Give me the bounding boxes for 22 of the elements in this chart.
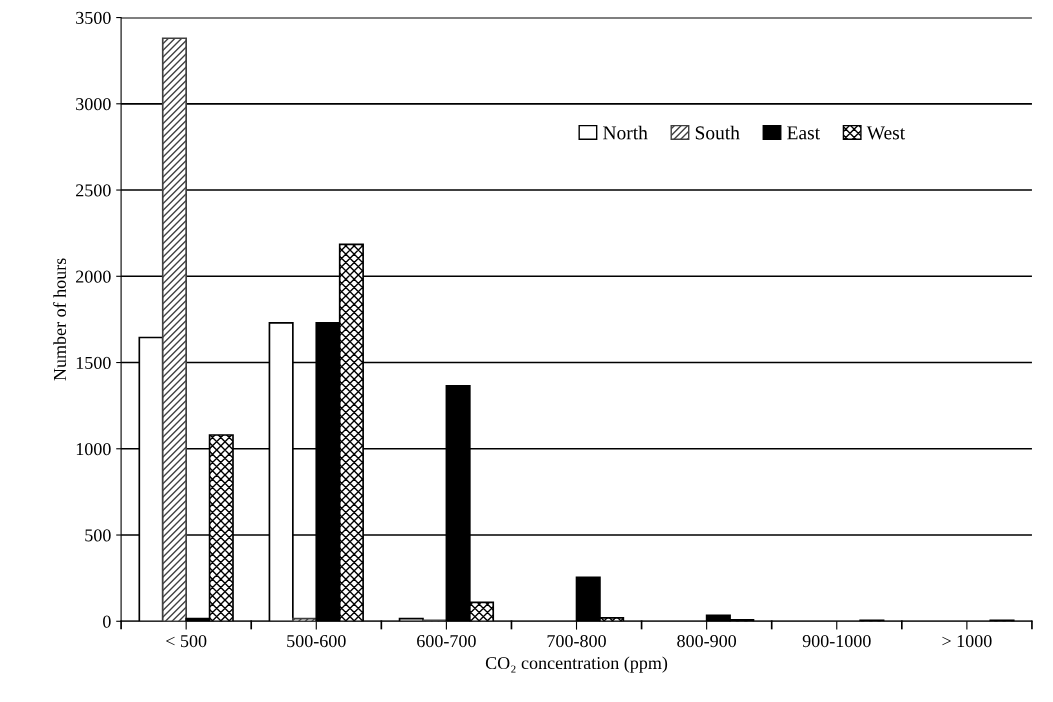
y-tick-label: 2000 [76,270,111,283]
legend-label: North [603,125,648,140]
x-tick-label: 500-600 [287,634,346,648]
legend-label: South [695,125,740,140]
legend-label: West [866,126,906,140]
x-tick-label: > 1000 [942,634,992,648]
x-tick-label: 700-800 [547,634,606,648]
x-tick-label: 800-900 [677,634,737,648]
x-tick-label: 900-1000 [802,634,871,648]
y-axis-title: Number of hours [53,258,67,381]
bar [161,37,187,622]
y-tick-label: 3500 [76,11,111,24]
x-tick-label: 600-700 [417,634,476,648]
y-tick-label: 3000 [76,98,111,111]
y-tick-label: 0 [103,615,111,628]
legend-label: East [787,126,820,140]
x-axis-title: CO₂ concentration (ppm) [485,656,668,673]
y-tick-label: 500 [85,529,111,542]
x-tick-label: < 500 [166,634,207,648]
y-tick-label: 1500 [76,356,111,369]
y-tick-label: 2500 [76,184,111,197]
y-tick-label: 1000 [76,443,111,456]
